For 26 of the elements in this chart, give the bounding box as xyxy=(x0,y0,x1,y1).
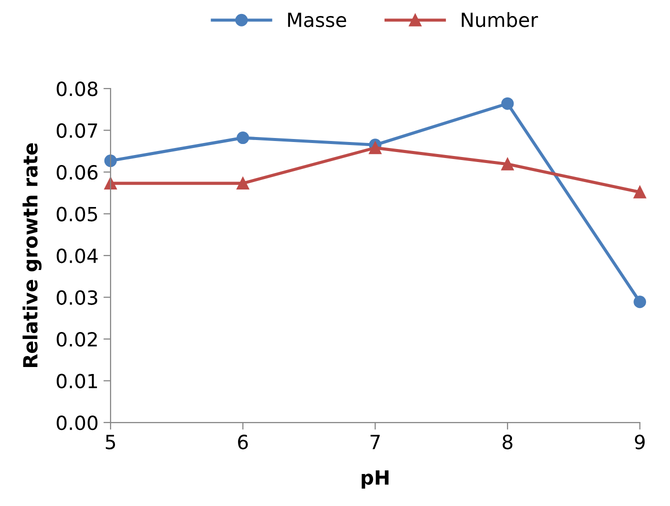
legend-label: Number xyxy=(462,12,538,28)
y-tick-label: 0.00 xyxy=(56,415,98,430)
y-axis-title: Relative growth rate xyxy=(22,143,42,367)
point xyxy=(634,296,646,308)
point xyxy=(236,132,250,144)
x-tick-label: 8 xyxy=(502,434,512,450)
y-tick-label: 0.07 xyxy=(56,123,98,138)
x-axis-title: pH xyxy=(362,470,389,489)
y-tick-label: 0.08 xyxy=(56,82,98,96)
y-tick-label: 0.02 xyxy=(56,332,97,347)
y-tick-label: 0.03 xyxy=(56,290,98,305)
point xyxy=(501,158,514,170)
y-tick-label: 0.04 xyxy=(56,248,98,264)
point xyxy=(634,186,646,198)
x-tick-label: 7 xyxy=(370,434,380,450)
point xyxy=(368,142,382,154)
y-tick-label: 0.06 xyxy=(56,164,98,180)
y-tick-label: 0.05 xyxy=(56,206,98,222)
x-tick-label: 6 xyxy=(238,434,248,450)
point xyxy=(501,97,514,110)
legend-label: Masse xyxy=(288,12,346,28)
x-tick-label: 9 xyxy=(634,434,645,450)
y-tick-label: 0.01 xyxy=(56,374,97,388)
x-tick-label: 5 xyxy=(106,434,116,450)
point xyxy=(104,154,117,168)
point xyxy=(236,177,250,190)
